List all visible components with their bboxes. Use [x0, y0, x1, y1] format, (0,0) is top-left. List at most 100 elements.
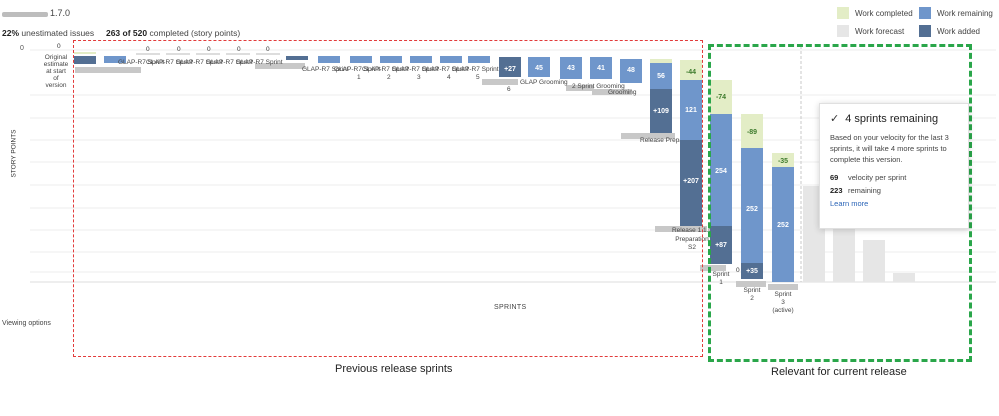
- label-sprint2-line1: Sprint: [744, 287, 761, 294]
- label-completed-74: -74: [716, 94, 726, 101]
- unestimated-label: unestimated issues: [21, 28, 95, 38]
- legend-work-remaining: Work remaining: [919, 7, 993, 19]
- remaining-row: 223 remaining: [830, 186, 958, 195]
- bar-remaining-121[interactable]: [680, 80, 702, 140]
- popup-description: Based on your velocity for the last 3 sp…: [830, 133, 949, 164]
- redacted-block: [736, 281, 766, 287]
- bar-remaining[interactable]: [440, 56, 462, 63]
- bar-remaining-48[interactable]: [620, 59, 642, 83]
- label-original-line5: version: [46, 82, 67, 89]
- bar-added-87[interactable]: [710, 226, 732, 264]
- bar-original-added[interactable]: [74, 56, 96, 64]
- bar-sprint-added-27[interactable]: [499, 57, 521, 77]
- bar-completed-74[interactable]: [710, 80, 732, 114]
- label-remaining-121: 121: [685, 107, 697, 114]
- label-sprint-number: 3: [417, 74, 421, 81]
- bar-remaining[interactable]: [410, 56, 432, 63]
- label-sprint2-line2: 2: [750, 295, 754, 302]
- bar-remaining-56[interactable]: [650, 63, 672, 89]
- remaining-label: remaining: [848, 186, 881, 195]
- bar-remaining[interactable]: [350, 56, 372, 63]
- label-remaining-45: 45: [535, 65, 543, 72]
- label-sprint-name: Grooming: [608, 89, 637, 96]
- bar-added-207[interactable]: [680, 140, 702, 226]
- legend-label: Work added: [937, 26, 980, 36]
- bar-added-109[interactable]: [650, 89, 672, 133]
- label-sprint-name: GLAP-R7 Sprint: [146, 59, 193, 66]
- legend-label: Work remaining: [937, 8, 993, 18]
- bars-early-sprints[interactable]: [104, 56, 490, 63]
- checkmark-icon: ✓: [830, 113, 840, 125]
- previous-release-highlight: [73, 40, 703, 357]
- redacted-block: [655, 226, 707, 232]
- label-original-line4: of: [53, 75, 59, 82]
- label-zero: 0: [177, 46, 181, 53]
- remaining-value: 223: [830, 186, 843, 195]
- legend-work-forecast: Work forecast: [837, 25, 904, 37]
- bar-remaining-43[interactable]: [560, 57, 582, 79]
- previous-release-caption: Previous release sprints: [335, 363, 453, 375]
- redacted-block: [75, 67, 141, 73]
- label-completed-89: -89: [747, 129, 757, 136]
- label-remaining-41: 41: [597, 65, 605, 72]
- redacted-block: [700, 265, 726, 271]
- bar-completed[interactable]: [650, 59, 672, 63]
- bar-remaining[interactable]: [104, 56, 126, 63]
- bar-completed-44[interactable]: [680, 60, 702, 80]
- redacted-block: [592, 89, 632, 95]
- label-sprint-name: GLAP-R7 Sprint: [422, 66, 469, 73]
- label-sprint3-line2: 3: [781, 299, 785, 306]
- velocity-label: velocity per sprint: [848, 173, 907, 182]
- label-sprint1-line2: 1: [719, 279, 723, 286]
- redacted-block: [566, 85, 594, 91]
- label-completed-35: -35: [778, 158, 788, 165]
- bar-remaining-41[interactable]: [590, 57, 612, 79]
- y-tick-zero: 0: [20, 45, 24, 52]
- viewing-options-link[interactable]: Viewing options: [2, 320, 51, 327]
- summary-line: 22% unestimated issues 263 of 520 comple…: [2, 28, 240, 38]
- bar-remaining-252[interactable]: [741, 148, 763, 263]
- popup-title: 4 sprints remaining: [845, 112, 939, 125]
- zero-labels: 0 0 0 0 0: [146, 46, 270, 53]
- bar-forecast[interactable]: [833, 218, 855, 282]
- learn-more-link[interactable]: Learn more: [830, 199, 869, 208]
- bar-completed-35[interactable]: [772, 153, 794, 167]
- bar-remaining[interactable]: [468, 56, 490, 63]
- label-sprint-name: GLAP-R7 Sprint: [392, 66, 439, 73]
- label-sprint-number: 2: [387, 74, 391, 81]
- bar-added[interactable]: [286, 56, 308, 60]
- bar-remaining-254[interactable]: [710, 114, 732, 226]
- x-axis-label: SPRINTS: [494, 304, 527, 311]
- completed-ratio: 263 of 520: [105, 28, 148, 38]
- label-sprint-name: GLAP-R7 Sprint: [236, 59, 283, 66]
- label-zero: 0: [207, 46, 211, 53]
- label-remaining-254: 254: [715, 168, 727, 175]
- label-sprint3-line1: Sprint: [775, 291, 792, 298]
- bar-remaining[interactable]: [318, 56, 340, 63]
- redacted-block: [255, 63, 305, 69]
- label-zero: 0: [736, 267, 740, 274]
- label-relprep2-line2: Preparation: [675, 236, 709, 243]
- label-original-line2: estimate: [44, 61, 69, 68]
- bar-remaining-45[interactable]: [528, 57, 550, 77]
- label-sprint-number: 6: [507, 86, 511, 93]
- bar-forecast[interactable]: [863, 240, 885, 282]
- label-original-line1: Original: [45, 54, 68, 61]
- bar-original-completed[interactable]: [74, 52, 96, 54]
- legend-swatch: [837, 7, 849, 19]
- label-sprint-name: GLAP Grooming: [520, 79, 568, 86]
- version-name-redacted: [2, 12, 48, 17]
- label-sprint-name: GLAP-R7 Sprint: [302, 66, 349, 73]
- bar-completed-89[interactable]: [741, 114, 763, 148]
- bar-forecast[interactable]: [893, 273, 915, 282]
- label-sprint-number: 4: [447, 74, 451, 81]
- bar-remaining[interactable]: [380, 56, 402, 63]
- legend-swatch: [919, 25, 931, 37]
- label-zero: 0: [266, 46, 270, 53]
- label-sprint-name: GLAP-R7 Sprint: [452, 66, 499, 73]
- bar-remaining-252-active[interactable]: [772, 167, 794, 282]
- legend-swatch: [837, 25, 849, 37]
- legend-swatch: [919, 7, 931, 19]
- label-sprint-name: Release Preparation: [640, 137, 700, 144]
- bar-added-35[interactable]: [741, 263, 763, 279]
